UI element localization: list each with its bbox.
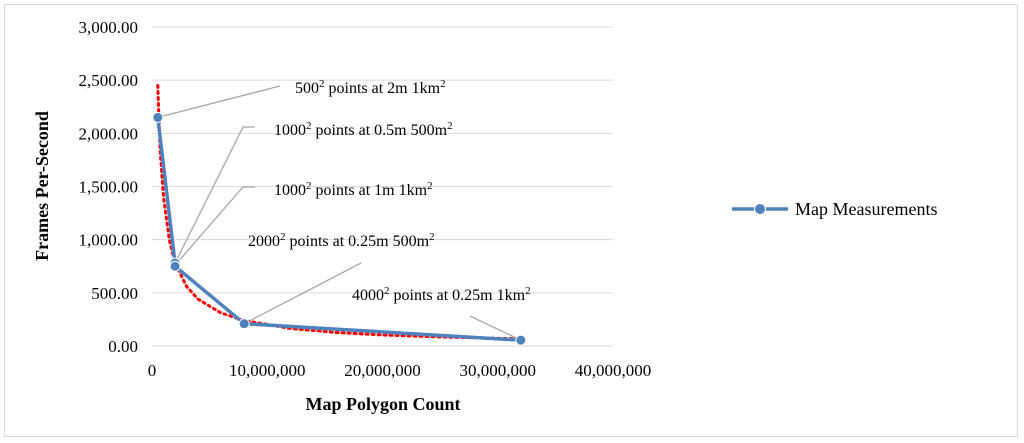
x-tick-label: 10,000,000 (229, 361, 306, 380)
y-tick-label: 1,500.00 (79, 178, 139, 197)
annotation-label: 5002 points at 2m 1km2 (295, 78, 446, 97)
legend-label: Map Measurements (795, 199, 937, 219)
data-point (169, 260, 181, 272)
y-tick-label: 2,500.00 (79, 71, 139, 90)
trendline-group (156, 83, 523, 341)
annotation-label: 10002 points at 1m 1km2 (274, 180, 433, 199)
annotation-leader (157, 85, 281, 119)
x-axis-title: Map Polygon Count (305, 394, 460, 414)
axes: 0.00 500.00 1,000.00 1,500.00 2,000.00 2,500.… (79, 18, 652, 380)
annotation-leader (174, 126, 255, 264)
chart-frame (4, 4, 1018, 437)
y-tick-label: 3,000.00 (79, 18, 139, 37)
annotations: 5002 points at 2m 1km2 10002 points at 0.… (248, 78, 531, 304)
data-point (238, 318, 250, 330)
trendline (156, 83, 523, 341)
x-tick-label: 20,000,000 (344, 361, 421, 380)
data-point (152, 111, 164, 123)
data-point (515, 334, 527, 346)
x-tick-label: 30,000,000 (460, 361, 537, 380)
annotation-leaders (157, 85, 522, 341)
legend-marker (754, 203, 766, 215)
x-tick-label: 0 (148, 361, 157, 380)
y-tick-label: 1,000.00 (79, 231, 139, 250)
series-group (152, 111, 527, 346)
annotation-leader (469, 315, 522, 341)
annotation-leader (174, 186, 255, 266)
gridlines (152, 26, 613, 347)
series-line (156, 117, 521, 342)
legend: Map Measurements (732, 199, 937, 219)
x-tick-label: 40,000,000 (575, 361, 652, 380)
y-tick-label: 2,000.00 (79, 124, 139, 143)
annotation-label: 10002 points at 0.5m 500m2 (274, 120, 453, 139)
annotation-label: 20002 points at 0.25m 500m2 (248, 231, 435, 250)
annotation-label: 40002 points at 0.25m 1km2 (352, 285, 531, 304)
y-axis-title: Frames Per-Second (32, 111, 52, 261)
y-tick-label: 500.00 (91, 284, 138, 303)
y-tick-label: 0.00 (108, 337, 138, 356)
annotation-leader (243, 262, 362, 325)
